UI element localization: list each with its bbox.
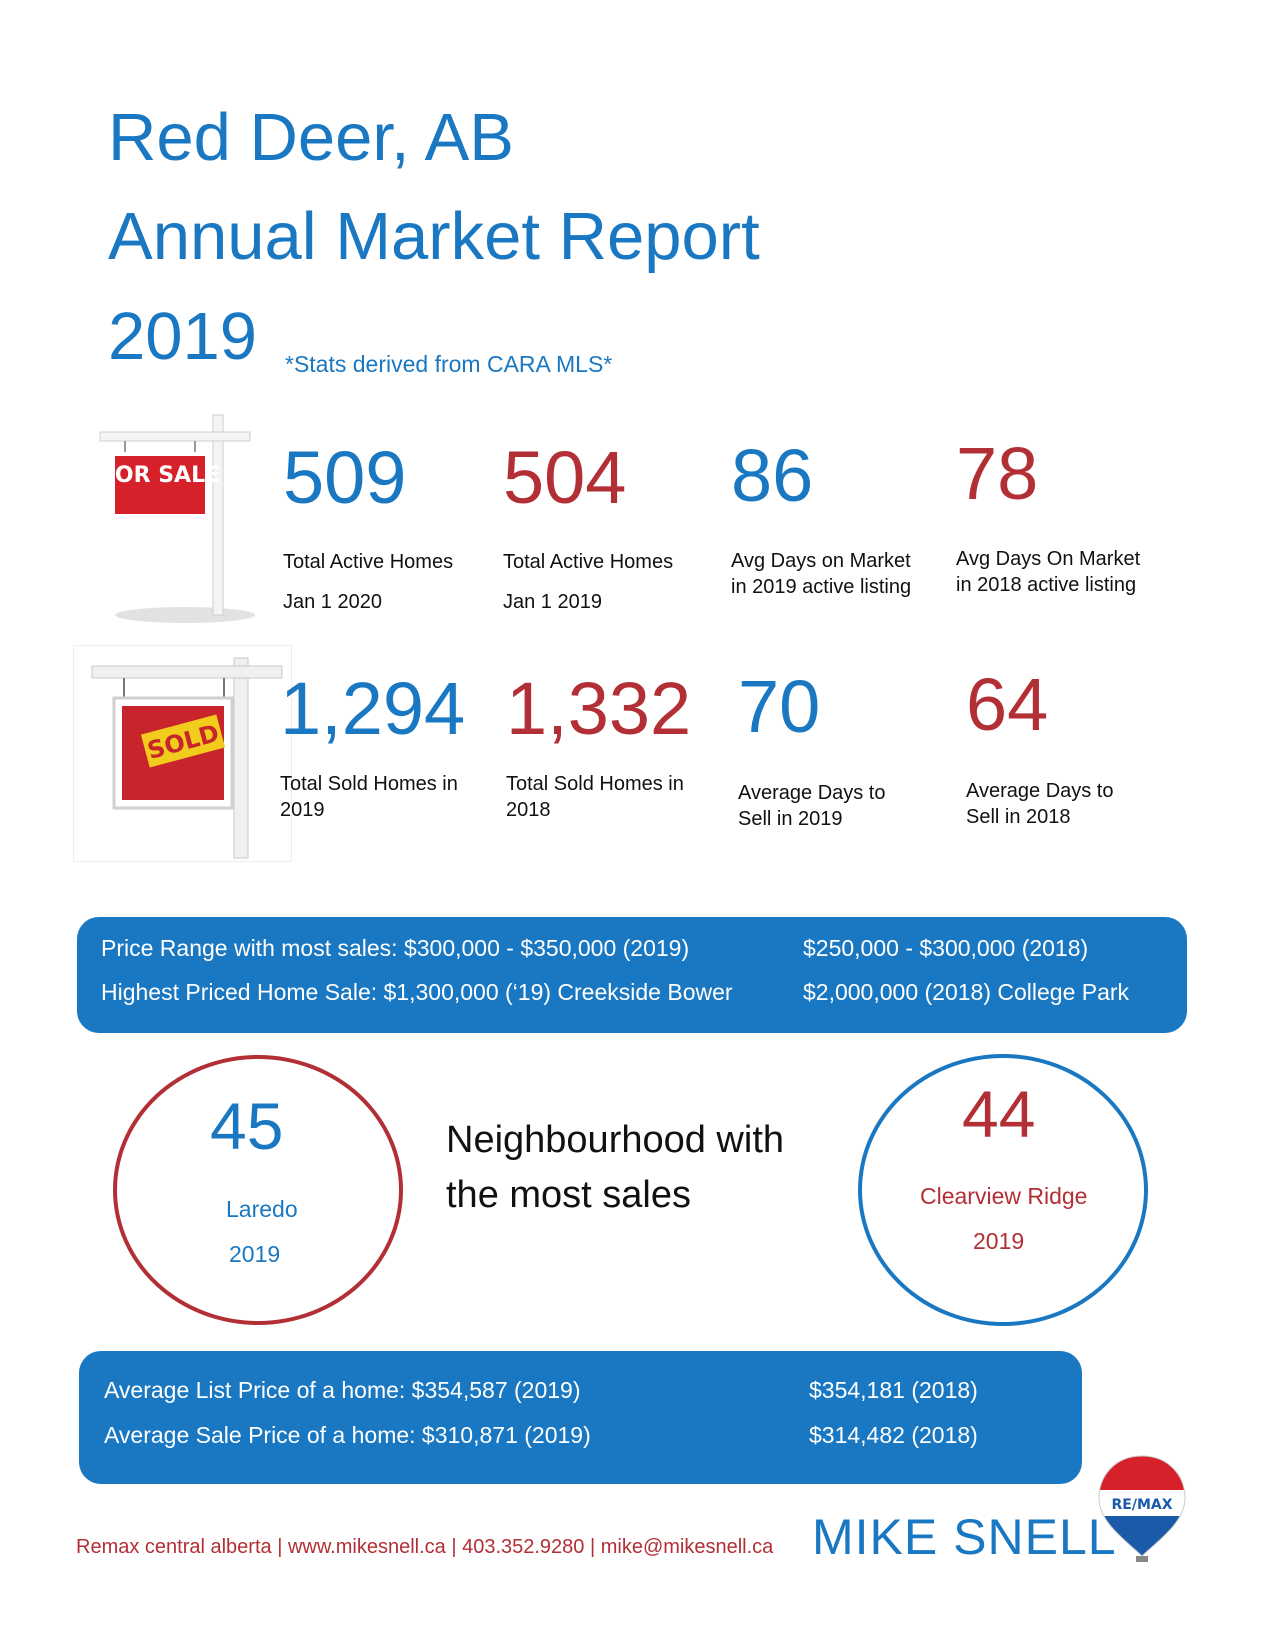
source-note: *Stats derived from CARA MLS* — [285, 351, 613, 377]
report-year: 2019 — [108, 299, 258, 374]
sold-sign-image: SOLD — [73, 645, 292, 862]
neighbourhood-heading-2: the most sales — [446, 1174, 691, 1216]
stat-days-sell-2019-label-2: Sell in 2019 — [738, 808, 843, 830]
highest-sale-2018: $2,000,000 (2018) College Park — [803, 979, 1130, 1005]
stat-avg-days-2018-label-2: in 2018 active listing — [956, 574, 1137, 596]
stat-active-2019-value: 504 — [503, 436, 627, 519]
avg-list-2018: $354,181 (2018) — [809, 1377, 978, 1403]
stat-active-2020-label-2: Jan 1 2020 — [283, 591, 382, 613]
stat-avg-days-2018-value: 78 — [956, 432, 1039, 515]
footer-contact: Remax central alberta | www.mikesnell.ca… — [76, 1536, 774, 1558]
neighbourhood-left-name: Laredo — [226, 1196, 298, 1222]
neighbourhood-circle-left — [113, 1055, 403, 1325]
stat-sold-2018-value: 1,332 — [506, 667, 692, 750]
avg-list-2019: Average List Price of a home: $354,587 (… — [104, 1377, 581, 1403]
stat-avg-days-2018-label-1: Avg Days On Market — [956, 548, 1141, 570]
stat-sold-2019-label-1: Total Sold Homes in — [280, 773, 458, 795]
stat-active-2019-label-1: Total Active Homes — [503, 551, 674, 573]
remax-balloon-logo: RE/MAX — [1095, 1452, 1189, 1564]
stat-sold-2019-label-2: 2019 — [280, 799, 325, 821]
stat-days-sell-2018-label-2: Sell in 2018 — [966, 806, 1071, 828]
avg-sale-2018: $314,482 (2018) — [809, 1422, 978, 1448]
neighbourhood-right-year: 2019 — [973, 1228, 1025, 1254]
stat-days-sell-2018-value: 64 — [966, 663, 1049, 746]
for-sale-sign-text: FOR SALE — [100, 463, 220, 488]
average-price-band: Average List Price of a home: $354,587 (… — [79, 1351, 1082, 1484]
stat-avg-days-2019-value: 86 — [731, 434, 814, 517]
neighbourhood-heading-1: Neighbourhood with — [446, 1119, 785, 1161]
neighbourhood-circle-right — [858, 1054, 1148, 1326]
stat-days-sell-2018-label-1: Average Days to — [966, 780, 1114, 802]
stat-sold-2018-label-1: Total Sold Homes in — [506, 773, 684, 795]
stat-active-2020-value: 509 — [283, 436, 407, 519]
stat-active-2019-label-2: Jan 1 2019 — [503, 591, 602, 613]
report-title: Annual Market Report — [108, 199, 760, 274]
neighbourhood-left-year: 2019 — [229, 1241, 281, 1267]
neighbourhood-right-name: Clearview Ridge — [920, 1183, 1088, 1209]
neighbourhood-right-count: 44 — [962, 1077, 1036, 1151]
stat-sold-2019-value: 1,294 — [280, 667, 466, 750]
stat-avg-days-2019-label-2: in 2019 active listing — [731, 576, 912, 598]
highest-sale-2019: Highest Priced Home Sale: $1,300,000 (‘1… — [101, 979, 733, 1005]
remax-logo-text: RE/MAX — [1111, 1497, 1172, 1513]
stat-days-sell-2019-label-1: Average Days to — [738, 782, 886, 804]
price-range-2019: Price Range with most sales: $300,000 - … — [101, 935, 690, 961]
price-range-band: Price Range with most sales: $300,000 - … — [77, 917, 1187, 1033]
for-sale-sign-image: FOR SALE — [95, 410, 255, 630]
stat-sold-2018-label-2: 2018 — [506, 799, 551, 821]
stat-avg-days-2019-label-1: Avg Days on Market — [731, 550, 911, 572]
agent-name: MIKE SNELL — [812, 1509, 1117, 1565]
price-range-2018: $250,000 - $300,000 (2018) — [803, 935, 1089, 961]
stat-active-2020-label-1: Total Active Homes — [283, 551, 454, 573]
neighbourhood-left-count: 45 — [210, 1089, 284, 1163]
avg-sale-2019: Average Sale Price of a home: $310,871 (… — [104, 1422, 591, 1448]
city-title: Red Deer, AB — [108, 100, 514, 175]
stat-days-sell-2019-value: 70 — [738, 665, 821, 748]
